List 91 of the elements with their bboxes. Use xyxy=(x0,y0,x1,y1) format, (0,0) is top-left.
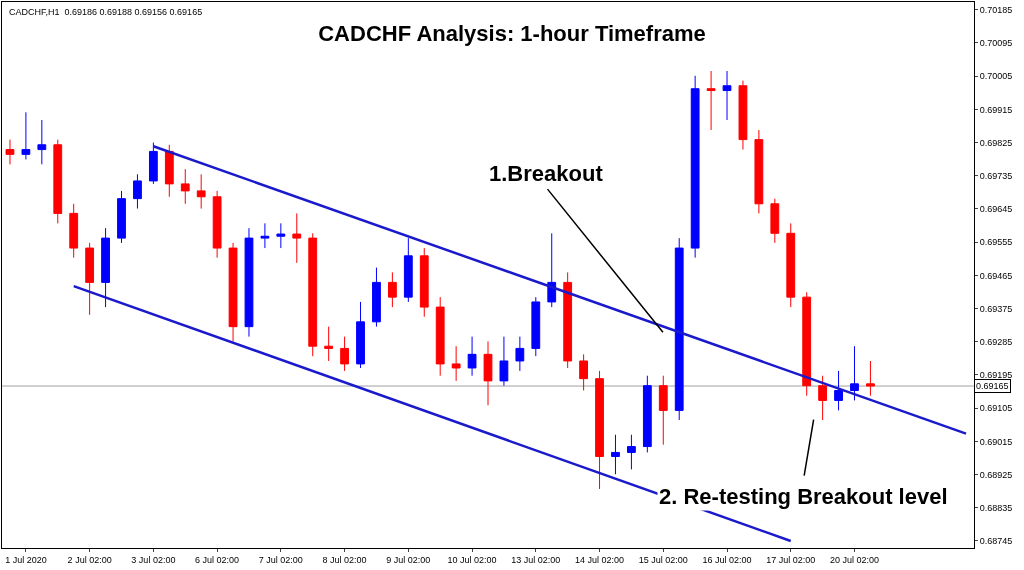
y-tick-label: 0.69375 xyxy=(979,303,1013,314)
candlestick xyxy=(818,375,828,421)
ref-line-label: 0.69165 xyxy=(976,381,1009,391)
candlestick xyxy=(738,80,748,151)
candlestick xyxy=(196,173,206,210)
candlestick xyxy=(435,296,445,377)
y-tick-label: 0.69555 xyxy=(979,237,1013,248)
candlestick xyxy=(419,247,429,318)
candlestick xyxy=(690,75,700,259)
y-tick-label: 0.68925 xyxy=(979,469,1013,480)
candlestick xyxy=(387,271,397,308)
candlestick xyxy=(37,119,47,165)
annotation: 1.Breakout xyxy=(489,161,604,186)
candlestick xyxy=(483,340,493,406)
candlestick xyxy=(515,336,525,372)
candlestick xyxy=(85,242,95,316)
candlestick xyxy=(148,142,158,185)
x-tick-label: 20 Jul 02:00 xyxy=(829,554,880,565)
candlestick xyxy=(547,232,557,308)
candlestick xyxy=(276,222,286,249)
candlestick xyxy=(563,271,573,369)
candlestick xyxy=(467,336,477,377)
x-tick-label: 15 Jul 02:00 xyxy=(638,554,688,565)
candlestick xyxy=(260,222,270,249)
candlestick xyxy=(228,242,238,342)
y-tick-label: 0.70005 xyxy=(979,71,1013,82)
candlestick xyxy=(164,144,174,198)
candlestick xyxy=(595,370,604,490)
x-tick-label: 2 Jul 02:00 xyxy=(67,554,112,565)
y-tick-label: 0.69735 xyxy=(979,170,1013,181)
candlestick xyxy=(722,70,732,121)
x-tick-label: 1 Jul 2020 xyxy=(5,554,47,565)
candlestick xyxy=(802,291,812,397)
text: CADCHF Analysis: 1-hour Timeframe xyxy=(318,21,706,47)
y-tick-label: 0.69105 xyxy=(979,403,1013,414)
candlestick xyxy=(451,345,461,382)
candlestick xyxy=(53,139,63,224)
candlestick xyxy=(531,296,541,357)
candlestick xyxy=(611,434,620,475)
candlestick xyxy=(658,375,668,446)
annotation: CADCHF,H1 0.69186 0.69188 0.69156 0.69165 xyxy=(9,7,203,17)
candlestick xyxy=(101,227,110,308)
candlestick xyxy=(579,353,589,391)
annotation: 2. Re-testing Breakout level xyxy=(659,484,948,509)
candlestick xyxy=(754,129,764,214)
y-tick-label: 0.70095 xyxy=(979,38,1013,49)
candlestick xyxy=(642,375,652,453)
candlestick xyxy=(21,111,31,161)
x-tick-label: 8 Jul 02:00 xyxy=(322,554,367,565)
y-tick-label: 0.69465 xyxy=(979,270,1013,281)
candlestick xyxy=(770,198,780,244)
x-tick-label: 7 Jul 02:00 xyxy=(258,554,303,565)
x-tick-label: 6 Jul 02:00 xyxy=(195,554,240,565)
y-tick-label: 0.69645 xyxy=(979,204,1013,215)
x-tick-label: 9 Jul 02:00 xyxy=(386,554,431,565)
candlestick xyxy=(180,168,190,205)
candlestick xyxy=(292,212,302,264)
candlestick xyxy=(69,203,79,259)
candlestick xyxy=(834,370,843,411)
candlestick xyxy=(372,267,381,328)
candlestick xyxy=(212,190,222,259)
x-tick-label: 13 Jul 02:00 xyxy=(511,554,561,565)
y-tick-label: 0.70185 xyxy=(979,4,1013,15)
candlestick xyxy=(706,70,716,131)
x-tick-label: 16 Jul 02:00 xyxy=(702,554,752,565)
candlestick xyxy=(866,360,875,397)
x-tick-label: 10 Jul 02:00 xyxy=(447,554,497,565)
candlestick xyxy=(356,301,365,369)
candlestick xyxy=(403,237,413,303)
candlestick xyxy=(117,190,126,244)
candlestick xyxy=(133,173,142,210)
candlestick xyxy=(786,222,796,308)
y-tick-label: 0.69015 xyxy=(979,436,1013,447)
candlestick xyxy=(324,326,334,362)
candlestick xyxy=(850,345,859,401)
candlestick xyxy=(674,237,684,421)
candlestick xyxy=(499,336,509,387)
candlestick xyxy=(308,232,318,357)
y-tick-label: 0.69825 xyxy=(979,137,1013,148)
y-tick-label: 0.69195 xyxy=(979,370,1013,381)
y-tick-label: 0.68745 xyxy=(979,536,1013,547)
candlestick xyxy=(244,227,254,338)
y-tick-label: 0.69285 xyxy=(979,336,1013,347)
candlestick xyxy=(340,336,349,372)
x-tick-label: 3 Jul 02:00 xyxy=(131,554,176,565)
x-tick-label: 14 Jul 02:00 xyxy=(575,554,625,565)
x-tick-label: 17 Jul 02:00 xyxy=(766,554,816,565)
y-tick-label: 0.68835 xyxy=(979,502,1013,513)
candlestick xyxy=(5,139,15,165)
y-tick-label: 0.69915 xyxy=(979,104,1013,115)
candlestick xyxy=(627,434,636,470)
